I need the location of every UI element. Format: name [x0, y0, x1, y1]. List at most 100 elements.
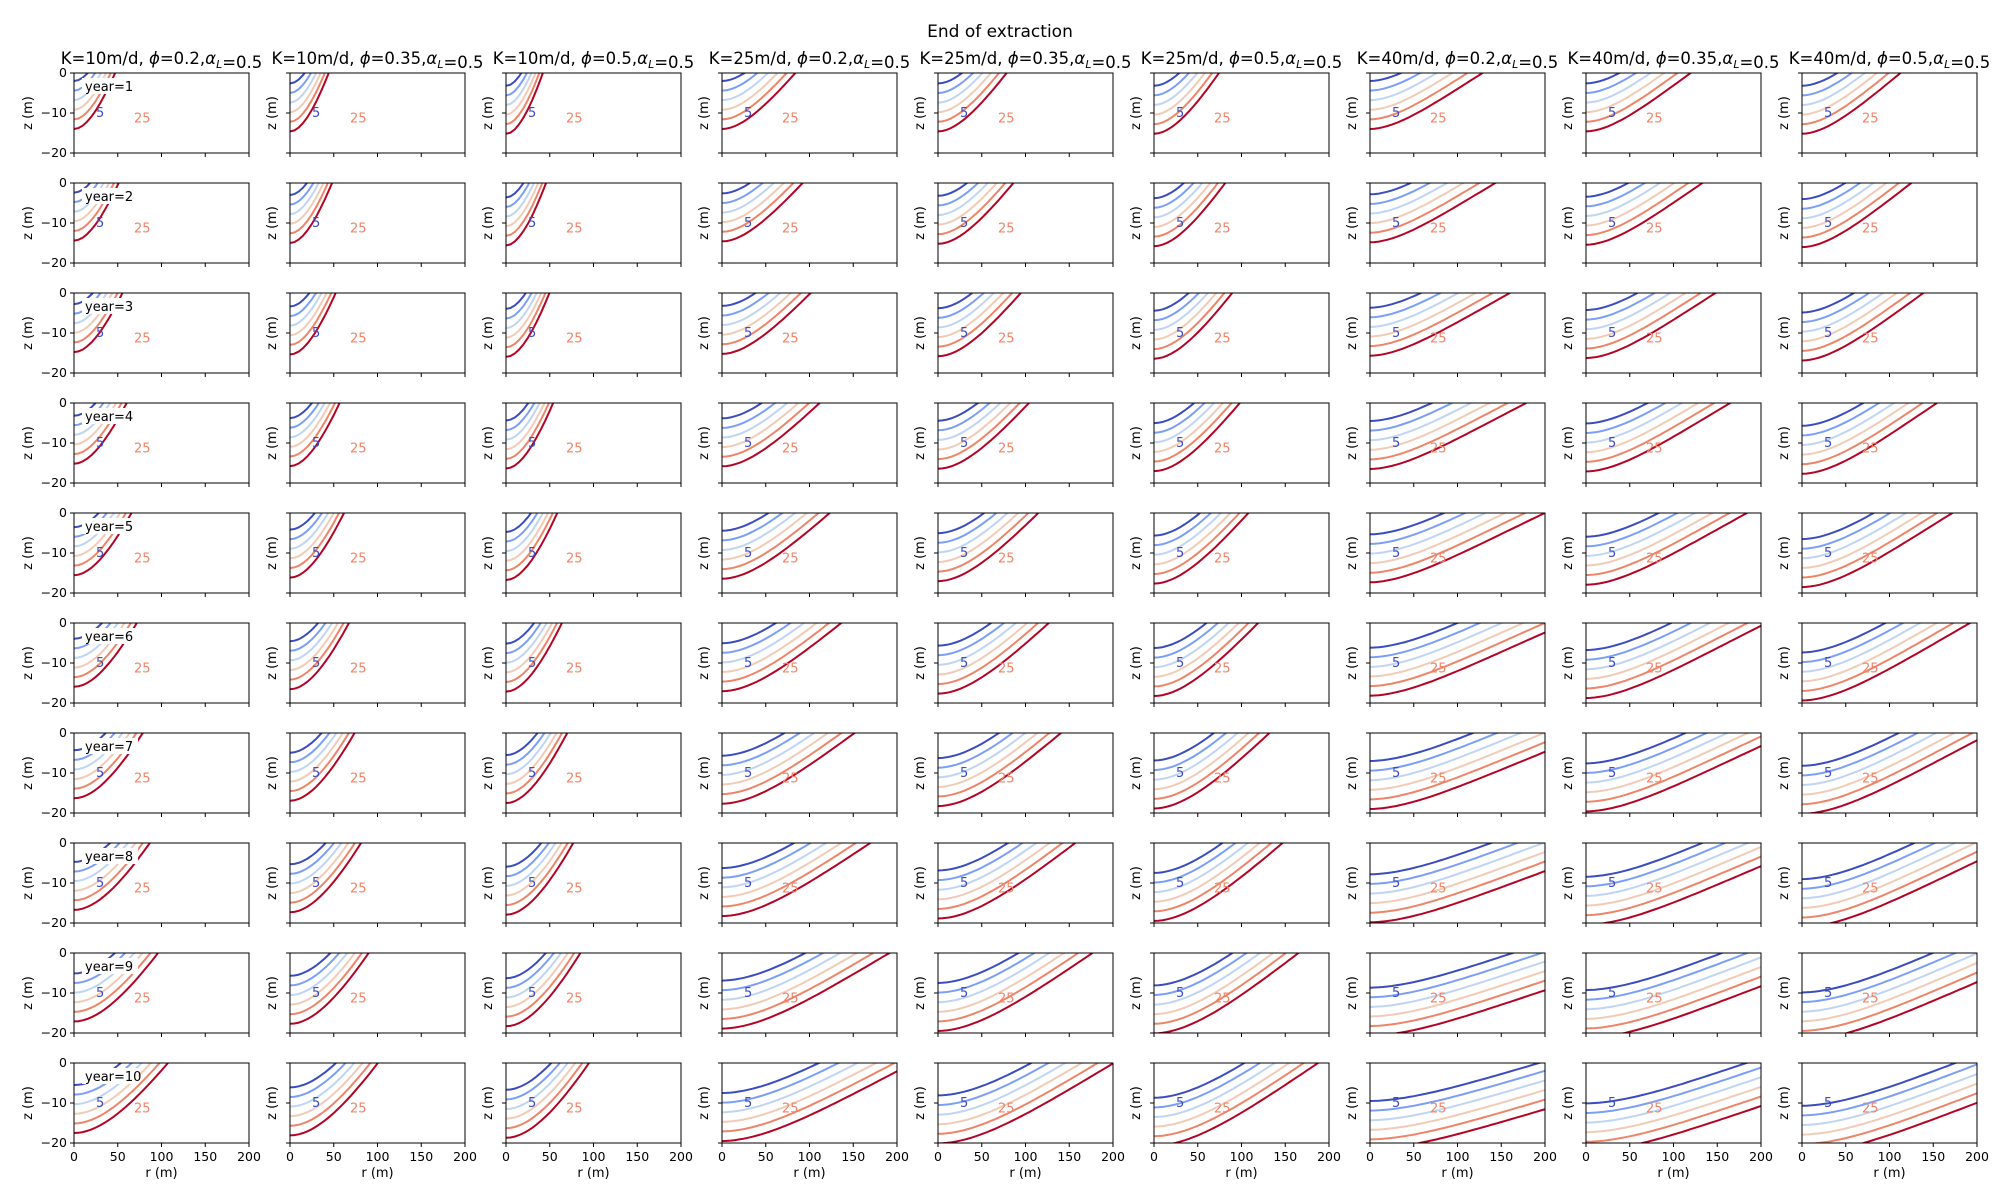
- y-tick-label: −20: [41, 1025, 67, 1040]
- contour-label: 5: [528, 766, 536, 781]
- column-title: K=25m/d, ϕ=0.35,αL=0.5: [919, 49, 1131, 72]
- contour-line: [74, 623, 138, 688]
- contour-panel: 5 25 z (m): [481, 72, 682, 157]
- contour-panel: 5 25 0 −10 −20 z (m) year=7: [21, 725, 250, 820]
- y-axis-label: z (m): [265, 536, 280, 570]
- y-axis-label: z (m): [1561, 756, 1576, 790]
- contour-line: [74, 623, 126, 669]
- y-axis-label: z (m): [697, 206, 712, 240]
- contour-line: [1802, 513, 1876, 541]
- contour-line: [938, 73, 975, 94]
- contour-line: [722, 733, 816, 776]
- contour-line: [1370, 733, 1500, 772]
- contour-line: [1154, 403, 1216, 444]
- contour-line: [1370, 513, 1447, 536]
- contour-line: [506, 73, 544, 135]
- y-axis-label: z (m): [1777, 536, 1792, 570]
- contour-panel: 5 25 z (m): [481, 732, 682, 817]
- contour-label: 25: [782, 222, 799, 237]
- contour-line: [722, 1063, 822, 1094]
- contour-label: 5: [1608, 436, 1616, 451]
- contour-line: [290, 843, 350, 895]
- contour-line: [722, 843, 873, 918]
- y-axis-label: z (m): [1129, 646, 1144, 680]
- contour-line: [1370, 403, 1529, 470]
- contour-label: 25: [350, 332, 367, 347]
- contour-line: [1154, 513, 1213, 547]
- contour-line: [938, 733, 1039, 788]
- year-label: year=6: [85, 630, 133, 645]
- contour-line: [1586, 513, 1698, 557]
- contour-label: 25: [1646, 1102, 1663, 1117]
- contour-line: [722, 513, 821, 571]
- contour-line: [1802, 733, 1975, 806]
- contour-label: 25: [1430, 222, 1447, 237]
- contour-panel: 5 25 z (m): [697, 842, 898, 927]
- contour-line: [1802, 623, 1956, 692]
- contour-line: [938, 73, 1008, 133]
- contour-line: [74, 733, 138, 790]
- contour-line: [74, 513, 108, 538]
- contour-line: [1586, 733, 1688, 765]
- contour-panel: 5 25 z (m): [1561, 402, 1762, 487]
- contour-line: [938, 183, 980, 207]
- y-axis-label: z (m): [913, 96, 928, 130]
- contour-line: [1370, 513, 1528, 574]
- contour-panel: 5 25 z (m): [697, 732, 898, 817]
- contour-label: 5: [1824, 876, 1832, 891]
- contour-line: [1370, 750, 1545, 810]
- contour-label: 25: [998, 222, 1015, 237]
- contour-line: [1414, 1108, 1545, 1143]
- contour-line: [1802, 513, 1908, 560]
- contour-line: [1586, 1076, 1761, 1124]
- x-axis-label: r (m): [1009, 1166, 1041, 1181]
- x-tick-label: 200: [1749, 1149, 1773, 1164]
- contour-panel: 5 25 z (m): [265, 512, 466, 597]
- contour-line: [1802, 293, 1885, 333]
- contour-label: 25: [998, 442, 1015, 457]
- contour-label: 25: [566, 112, 583, 127]
- contour-line: [1154, 953, 1288, 1025]
- contour-label: 25: [566, 772, 583, 787]
- contour-label: 5: [96, 986, 104, 1001]
- y-axis-label: z (m): [913, 206, 928, 240]
- contour-line: [1370, 403, 1492, 451]
- contour-line: [506, 183, 544, 237]
- contour-label: 5: [744, 546, 752, 561]
- contour-line: [290, 403, 341, 468]
- contour-line: [506, 403, 555, 470]
- contour-panel: 5 25 0 50 100 150 200 z (m) r (m): [265, 1062, 477, 1181]
- x-tick-label: 100: [366, 1149, 390, 1164]
- contour-line: [1370, 403, 1474, 442]
- contour-panel: 5 25 z (m): [265, 952, 466, 1037]
- contour-line: [290, 1063, 372, 1127]
- contour-line: [1586, 403, 1668, 434]
- contour-label: 5: [312, 876, 320, 891]
- contour-label: 5: [528, 656, 536, 671]
- contour-line: [1154, 843, 1262, 903]
- contour-line: [1370, 979, 1545, 1028]
- y-axis-label: z (m): [1561, 536, 1576, 570]
- contour-line: [938, 733, 1063, 808]
- contour-line: [1586, 953, 1751, 1001]
- contour-line: [722, 513, 771, 532]
- contour-line: [1154, 1063, 1292, 1128]
- contour-label: 25: [1646, 332, 1663, 347]
- contour-line: [1586, 623, 1750, 690]
- contour-label: 25: [1430, 772, 1447, 787]
- contour-label: 5: [312, 546, 320, 561]
- contour-line: [1370, 73, 1439, 102]
- contour-panel: 5 25 z (m): [1129, 182, 1330, 267]
- contour-line: [938, 293, 1023, 358]
- contour-line: [938, 513, 1010, 554]
- contour-label: 5: [312, 1096, 320, 1111]
- contour-line: [1154, 733, 1228, 772]
- contour-label: 25: [1646, 442, 1663, 457]
- contour-label: 25: [566, 992, 583, 1007]
- y-axis-label: z (m): [481, 1086, 496, 1120]
- contour-label: 25: [998, 112, 1015, 127]
- contour-line: [1370, 513, 1545, 584]
- y-axis-label: z (m): [265, 1086, 280, 1120]
- y-axis-label: z (m): [1777, 96, 1792, 130]
